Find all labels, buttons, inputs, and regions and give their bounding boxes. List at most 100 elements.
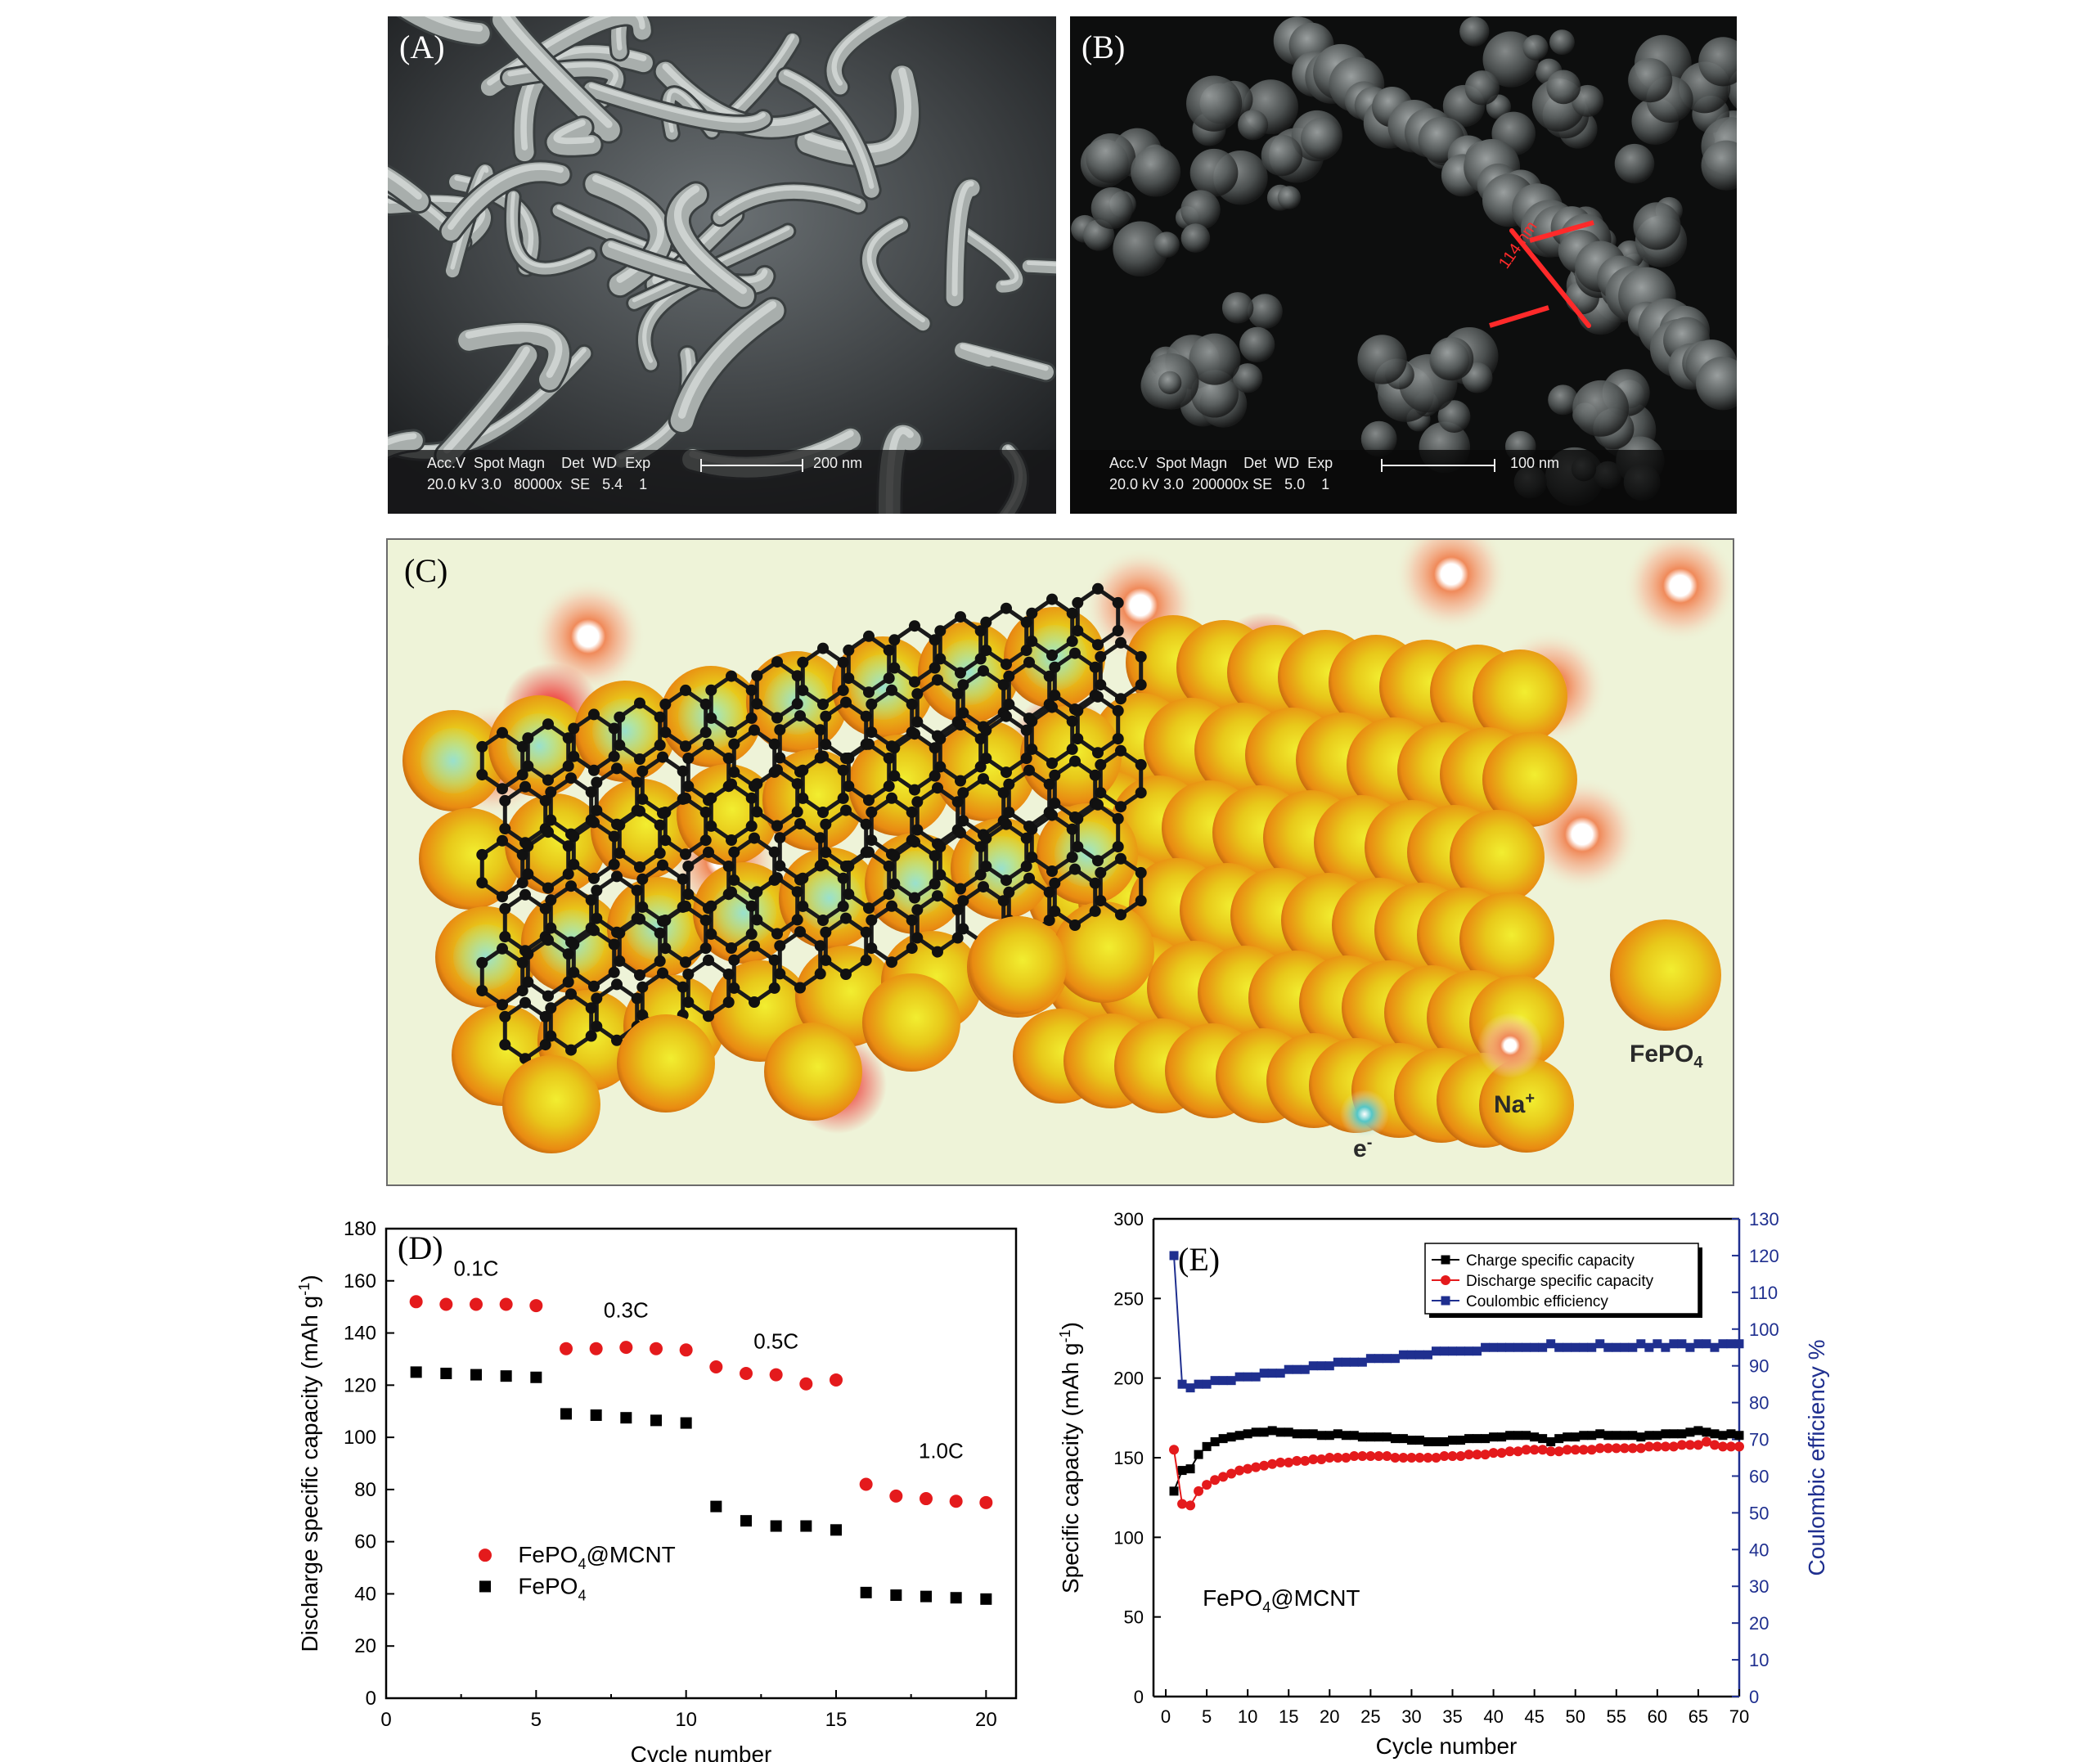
- series-point-0: [1473, 1434, 1482, 1444]
- carbon-atom: [1072, 704, 1084, 717]
- carbon-atom: [728, 874, 740, 886]
- carbon-atom: [1115, 636, 1126, 649]
- series-point-0: [1636, 1432, 1646, 1442]
- x-tick-label: 65: [1689, 1706, 1708, 1727]
- nanotube-highlight: [963, 228, 1019, 285]
- carbon-atom: [1046, 809, 1058, 821]
- carbon-atom: [860, 710, 872, 722]
- legend-box: [1424, 1243, 1699, 1315]
- y2-tick-label: 40: [1749, 1540, 1769, 1560]
- carbon-atom: [997, 679, 1010, 691]
- nanotube-highlight: [465, 324, 563, 378]
- carbon-atom: [497, 726, 508, 739]
- series-point-1: [1570, 1445, 1581, 1455]
- series-point-0: [1390, 1434, 1400, 1444]
- panel-a-sem-image: (A) Acc.V Spot Magn Det WD Exp 20.0 kV 3…: [388, 16, 1056, 514]
- carbon-atom: [722, 996, 735, 1009]
- carbon-atom: [591, 776, 603, 789]
- carbon-atom: [745, 820, 758, 832]
- particle-cluster: [1086, 133, 1136, 183]
- carbon-atom: [932, 946, 943, 958]
- carbon-atom: [1072, 596, 1084, 609]
- carbon-atom: [745, 900, 758, 912]
- carbon-atom: [951, 688, 964, 700]
- carbon-atom: [980, 753, 992, 764]
- series-point-0: [1259, 1427, 1269, 1437]
- series-point-0: [1365, 1432, 1375, 1442]
- carbon-atom: [728, 846, 740, 858]
- carbon-atom: [1092, 582, 1104, 595]
- particle-cluster: [1628, 58, 1673, 103]
- carbon-atom: [768, 846, 780, 858]
- y2-tick-label: 130: [1749, 1209, 1779, 1229]
- panel-c-label: (C): [404, 552, 448, 589]
- series-point-2: [1259, 1369, 1269, 1378]
- carbon-atom: [1020, 861, 1032, 872]
- carbon-atom: [516, 956, 528, 969]
- series-point-1: [1455, 1451, 1466, 1462]
- na-ion: [1394, 540, 1509, 632]
- series-point-2: [1226, 1376, 1236, 1386]
- carbon-atom: [749, 996, 760, 1008]
- carbon-atom: [837, 764, 849, 776]
- carbon-atom: [699, 807, 712, 818]
- series-point-0: [1554, 1434, 1564, 1444]
- carbon-atom: [588, 764, 600, 776]
- particle-cluster: [1232, 363, 1263, 393]
- particle-cluster: [1549, 29, 1575, 56]
- y-tick-label: 200: [1113, 1369, 1144, 1389]
- fepo4-particle-legend-marker: [1610, 919, 1721, 1031]
- series-point-0: [1349, 1431, 1359, 1441]
- carbon-atom: [614, 847, 626, 859]
- carbon-atom: [682, 888, 695, 901]
- carbon-atom: [565, 880, 577, 892]
- nanotube-highlight: [388, 169, 422, 200]
- carbon-atom: [497, 942, 508, 955]
- fepo4-particle: [1450, 810, 1545, 905]
- carbon-atom: [751, 914, 763, 926]
- particle-cluster: [1180, 223, 1211, 253]
- nanotube-highlight: [450, 165, 489, 270]
- legend-entry: FePO4: [518, 1573, 586, 1603]
- carbon-atom: [1003, 670, 1015, 682]
- carbon-atom: [1072, 812, 1084, 825]
- carbon-atom: [728, 766, 740, 778]
- carbon-atom: [588, 708, 600, 721]
- carbon-atom: [516, 769, 528, 781]
- particle-cluster: [1113, 221, 1168, 277]
- carbon-atom: [1020, 724, 1032, 736]
- carbon-atom: [866, 726, 878, 739]
- series-point-2: [1734, 1339, 1744, 1349]
- carbon-atom: [659, 915, 672, 926]
- series-point-0: [1284, 1427, 1293, 1437]
- carbon-atom: [699, 834, 712, 847]
- y-tick-label: 100: [1113, 1527, 1144, 1548]
- carbon-atom: [636, 765, 649, 777]
- series-point-0: [1414, 1436, 1424, 1445]
- particle-cluster: [1459, 16, 1490, 47]
- particle-cluster: [1239, 326, 1275, 363]
- series-point-2: [1202, 1379, 1212, 1389]
- series-point-0: [1505, 1431, 1515, 1441]
- carbon-atom: [751, 698, 763, 710]
- y-tick-label: 120: [344, 1374, 376, 1396]
- carbon-atom: [1089, 877, 1101, 889]
- series-point-2: [1218, 1376, 1228, 1386]
- carbon-atom: [705, 684, 717, 696]
- fepo4-point: [410, 1366, 422, 1378]
- nanotube: [713, 184, 866, 225]
- carbon-atom: [974, 869, 987, 881]
- particle-cluster: [1189, 148, 1239, 197]
- fepo4-point: [920, 1590, 932, 1602]
- nanotube-highlight: [443, 346, 530, 454]
- carbon-atom: [1046, 650, 1058, 661]
- series-point-1: [1660, 1441, 1671, 1452]
- carbon-atom: [703, 1010, 714, 1023]
- carbon-atom: [499, 902, 511, 915]
- series-point-1: [1603, 1443, 1613, 1454]
- carbon-atom: [888, 634, 901, 646]
- carbon-atom: [1020, 616, 1032, 628]
- series-point-0: [1292, 1429, 1302, 1439]
- carbon-atom: [1049, 877, 1061, 889]
- series-point-2: [1300, 1364, 1310, 1374]
